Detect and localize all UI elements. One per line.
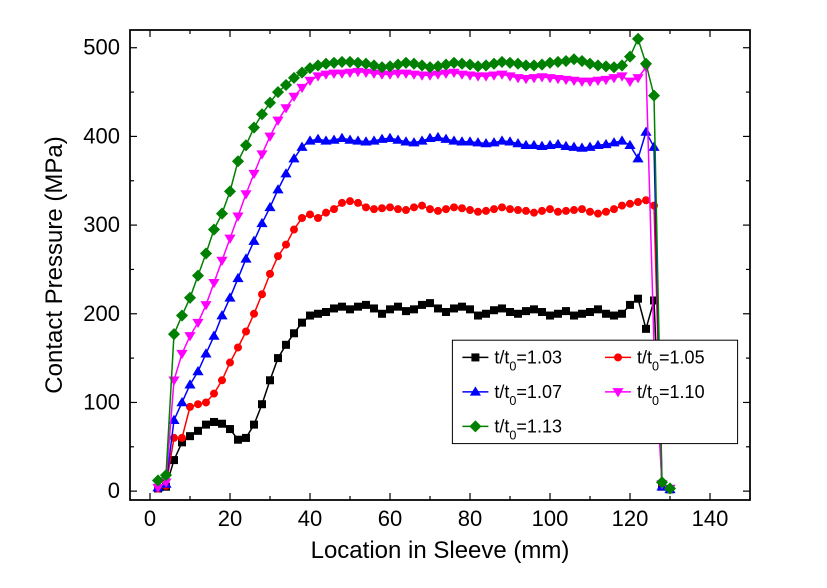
x-tick-label: 80 — [458, 506, 482, 531]
y-tick-label: 400 — [83, 123, 120, 148]
y-tick-label: 500 — [83, 35, 120, 60]
x-axis-label: Location in Sleeve (mm) — [311, 537, 570, 564]
chart: 0 20 40 60 80 100 120 140 0 100 200 300 400 500 Locati… — [0, 0, 827, 588]
x-tick-label: 0 — [144, 506, 156, 531]
x-tick-label: 120 — [612, 506, 649, 531]
y-tick-label: 200 — [83, 301, 120, 326]
y-tick-label: 300 — [83, 212, 120, 237]
x-tick-label: 100 — [532, 506, 569, 531]
y-tick-label: 100 — [83, 389, 120, 414]
x-tick-label: 40 — [298, 506, 322, 531]
y-axis-label: Contact Pressure (MPa) — [41, 136, 68, 393]
x-tick-label: 60 — [378, 506, 402, 531]
x-tick-label: 20 — [218, 506, 242, 531]
x-tick-label: 140 — [692, 506, 729, 531]
y-tick-label: 0 — [108, 478, 120, 503]
